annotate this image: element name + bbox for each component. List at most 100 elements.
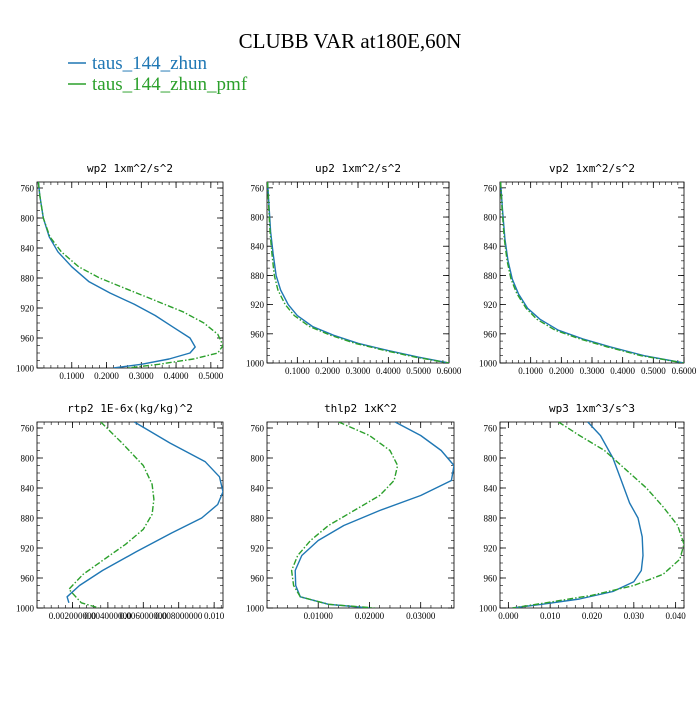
panel-title: wp2 1xm^2/s^2 (87, 162, 173, 175)
y-tick-label: 920 (484, 544, 498, 554)
x-tick-label: 0.4000 (164, 371, 189, 381)
y-tick-label: 760 (484, 183, 498, 193)
y-tick-label: 920 (21, 544, 35, 554)
x-tick-label: 0.3000 (346, 366, 371, 376)
panel-3: rtp2 1E-6x(kg/kg)^2 760 800 840 880 920 960 100… (16, 402, 225, 621)
y-tick-label: 800 (251, 454, 265, 464)
plot-frame (266, 421, 455, 609)
x-tick-label: 0.004000000 (84, 611, 132, 621)
y-tick-label: 960 (251, 574, 265, 584)
series-line-zhun-pmf (512, 422, 684, 608)
series-line-zhun-pmf (68, 422, 155, 608)
x-tick-label: 0.4000 (376, 366, 401, 376)
y-tick-label: 880 (484, 514, 498, 524)
series-line-zhun (500, 182, 684, 363)
x-tick-label: 0.02000 (355, 611, 385, 621)
y-tick-label: 920 (251, 544, 265, 554)
panel-4: thlp2 1xK^2 760 800 840 880 920 960 1000 0.01000… (246, 402, 455, 621)
y-tick-label: 760 (251, 424, 265, 434)
y-tick-label: 840 (21, 244, 35, 254)
x-tick-label: 0.6000 (672, 366, 697, 376)
y-tick-label: 880 (21, 514, 35, 524)
x-tick-label: 0.2000 (549, 366, 574, 376)
y-tick-label: 880 (251, 514, 265, 524)
y-tick-label: 840 (484, 484, 498, 494)
x-tick-label: 0.03000 (406, 611, 436, 621)
y-tick-label: 800 (21, 454, 35, 464)
y-tick-label: 920 (21, 304, 35, 314)
legend-label-1: taus_144_zhun_pmf (92, 74, 248, 95)
x-tick-label: 0.006000000 (120, 611, 168, 621)
x-tick-label: 0.002000000 (49, 611, 97, 621)
panel-0: wp2 1xm^2/s^2 760 800 840 880 920 960 1000 0.100… (16, 162, 224, 381)
y-tick-label: 800 (21, 214, 35, 224)
x-tick-label: 0.2000 (94, 371, 119, 381)
y-tick-label: 760 (484, 424, 498, 434)
y-tick-label: 760 (251, 183, 265, 193)
x-tick-label: 0.5000 (406, 366, 431, 376)
series-line-zhun (267, 182, 449, 363)
y-tick-label: 800 (484, 454, 498, 464)
series-line-zhun-pmf (500, 182, 684, 363)
y-tick-label: 760 (21, 184, 35, 194)
plot-frame (499, 181, 685, 364)
x-tick-label: 0.4000 (610, 366, 635, 376)
y-tick-label: 960 (484, 329, 498, 339)
x-tick-label: 0.030 (624, 611, 645, 621)
y-tick-label: 800 (484, 213, 498, 223)
series-line-zhun-pmf (267, 182, 449, 363)
y-tick-label: 1000 (479, 604, 498, 614)
y-tick-label: 840 (484, 242, 498, 252)
x-tick-label: 0.008000000 (155, 611, 203, 621)
y-tick-label: 1000 (479, 359, 498, 369)
panel-title: thlp2 1xK^2 (324, 402, 397, 415)
x-tick-label: 0.020 (582, 611, 603, 621)
y-tick-label: 880 (251, 271, 265, 281)
y-tick-label: 840 (251, 242, 265, 252)
y-tick-label: 880 (21, 274, 35, 284)
series-line-zhun (512, 422, 644, 608)
y-tick-label: 960 (21, 574, 35, 584)
y-tick-label: 920 (484, 300, 498, 310)
series-line-zhun (294, 422, 454, 608)
x-tick-label: 0.5000 (641, 366, 666, 376)
x-tick-label: 0.010 (204, 611, 225, 621)
panels: wp2 1xm^2/s^2 760 800 840 880 920 960 1000 0.100… (16, 162, 697, 621)
y-tick-label: 840 (251, 484, 265, 494)
x-tick-label: 0.000 (498, 611, 519, 621)
plot-frame (36, 421, 224, 609)
x-tick-label: 0.010 (540, 611, 561, 621)
panel-title: up2 1xm^2/s^2 (315, 162, 401, 175)
y-tick-label: 880 (484, 271, 498, 281)
y-tick-label: 960 (21, 334, 35, 344)
panel-title: wp3 1xm^3/s^3 (549, 402, 635, 415)
y-tick-label: 1000 (246, 604, 265, 614)
panel-5: wp3 1xm^3/s^3 760 800 840 880 920 960 10000.000… (479, 402, 686, 621)
y-tick-label: 1000 (246, 359, 265, 369)
x-tick-label: 0.2000 (315, 366, 340, 376)
y-tick-label: 960 (251, 329, 265, 339)
series-line-zhun-pmf (37, 182, 223, 368)
series-line-zhun-pmf (290, 422, 399, 608)
plot-frame (266, 181, 450, 364)
plot-frame (499, 421, 685, 609)
x-tick-label: 0.040 (666, 611, 687, 621)
y-tick-label: 840 (21, 484, 35, 494)
panel-1: up2 1xm^2/s^2 760 800 840 880 920 960 1000 0.100… (246, 162, 462, 376)
x-tick-label: 0.1000 (518, 366, 543, 376)
y-tick-label: 1000 (16, 604, 35, 614)
figure-title: CLUBB VAR at180E,60N (239, 29, 462, 53)
legend-label-0: taus_144_zhun (92, 53, 208, 74)
y-tick-label: 760 (21, 424, 35, 434)
legend: taus_144_zhun taus_144_zhun_pmf (68, 53, 248, 95)
plot-frame (36, 181, 224, 369)
y-tick-label: 1000 (16, 364, 35, 374)
x-tick-label: 0.01000 (304, 611, 334, 621)
x-tick-label: 0.1000 (285, 366, 310, 376)
panel-title: rtp2 1E-6x(kg/kg)^2 (67, 402, 193, 415)
panel-title: vp2 1xm^2/s^2 (549, 162, 635, 175)
x-tick-label: 0.3000 (580, 366, 605, 376)
x-tick-label: 0.3000 (129, 371, 154, 381)
